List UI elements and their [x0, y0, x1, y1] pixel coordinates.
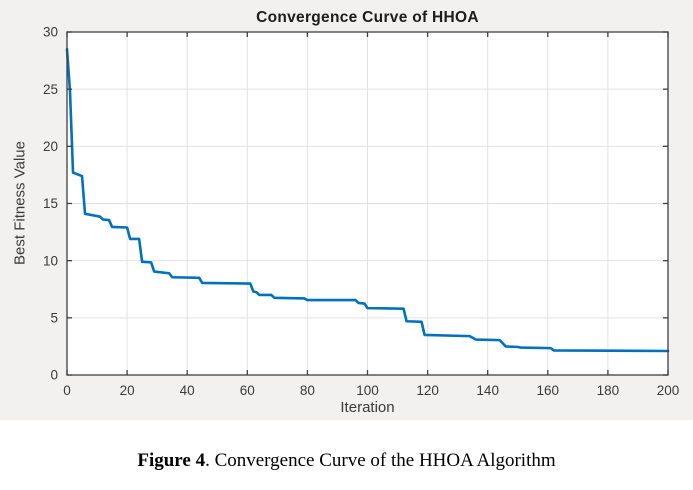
convergence-figure: Convergence Curve of HHOA Best Fitness V… — [0, 0, 693, 420]
figure-caption-text: . Convergence Curve of the HHOA Algorith… — [205, 450, 556, 471]
svg-text:25: 25 — [43, 82, 58, 97]
svg-text:120: 120 — [416, 383, 439, 398]
svg-text:160: 160 — [537, 383, 560, 398]
chart-canvas: 0 20 40 60 80 100 120 140 160 180 200 0 5 10 15 20 25 30 — [43, 25, 680, 398]
figure-caption: Figure 4. Convergence Curve of the HHOA … — [0, 450, 693, 472]
svg-text:100: 100 — [356, 383, 379, 398]
svg-text:80: 80 — [300, 383, 315, 398]
svg-text:140: 140 — [476, 383, 499, 398]
svg-text:180: 180 — [597, 383, 620, 398]
svg-text:10: 10 — [43, 253, 58, 268]
svg-text:30: 30 — [43, 25, 58, 40]
svg-text:15: 15 — [43, 196, 58, 211]
svg-text:20: 20 — [43, 139, 58, 154]
svg-text:0: 0 — [63, 383, 71, 398]
chart-title: Convergence Curve of HHOA — [256, 9, 479, 26]
svg-text:200: 200 — [657, 383, 680, 398]
x-axis-label: Iteration — [340, 399, 395, 416]
svg-text:0: 0 — [50, 368, 58, 383]
svg-text:40: 40 — [180, 383, 195, 398]
figure-caption-label: Figure 4 — [137, 450, 206, 471]
svg-text:20: 20 — [120, 383, 135, 398]
svg-text:60: 60 — [240, 383, 255, 398]
svg-text:5: 5 — [50, 311, 58, 326]
